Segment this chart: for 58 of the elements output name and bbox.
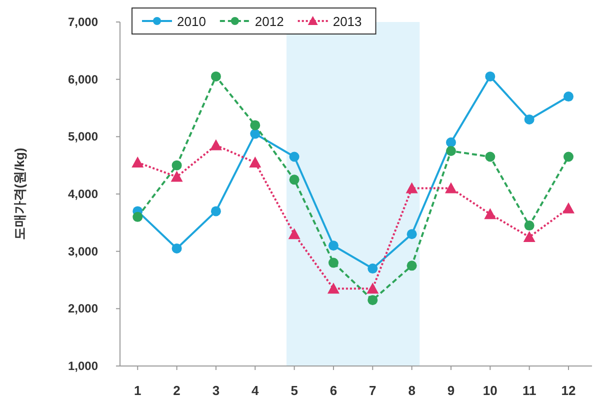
point — [406, 260, 417, 271]
y-tick-label: 7,000 — [68, 15, 98, 29]
x-tick-label: 11 — [522, 383, 536, 398]
x-tick-label: 10 — [482, 383, 498, 398]
point — [368, 264, 378, 274]
point — [289, 174, 300, 185]
point — [328, 240, 338, 251]
point — [564, 92, 574, 102]
point — [485, 152, 496, 162]
point — [524, 114, 534, 124]
x-tick-label: 8 — [408, 383, 416, 398]
point — [446, 137, 456, 148]
point — [406, 182, 418, 194]
point — [250, 128, 260, 139]
x-tick-label: 2 — [173, 383, 180, 398]
point — [210, 206, 221, 216]
x-tick-label: 12 — [561, 383, 576, 398]
x-tick-label: 3 — [212, 383, 220, 398]
point — [210, 71, 221, 82]
x-tick-label: 7 — [369, 383, 376, 398]
point — [366, 282, 379, 294]
point — [249, 156, 262, 168]
point — [446, 146, 456, 156]
y-tick-label: 5,000 — [68, 130, 98, 144]
legend-label: 2013 — [332, 14, 362, 29]
x-tick-label: 5 — [290, 383, 298, 398]
point — [170, 170, 183, 182]
x-tick-label: 4 — [252, 383, 260, 398]
y-axis-title: 도매가격(원/kg) — [12, 148, 27, 240]
x-tick-label: 9 — [447, 383, 455, 398]
point — [562, 202, 574, 214]
y-tick-label: 2,000 — [68, 302, 98, 316]
point — [368, 295, 378, 306]
point — [172, 160, 182, 170]
point — [132, 212, 143, 222]
point — [524, 220, 534, 231]
point — [485, 71, 496, 82]
point — [132, 156, 144, 168]
point — [444, 182, 457, 194]
point — [523, 231, 536, 242]
point — [288, 228, 300, 240]
x-tick-label: 1 — [134, 383, 142, 398]
point — [172, 243, 182, 254]
point — [250, 120, 260, 130]
x-tick-label: 6 — [330, 383, 338, 398]
point — [484, 208, 496, 220]
y-tick-label: 1,000 — [68, 359, 98, 373]
point — [210, 139, 222, 150]
y-tick-label: 3,000 — [68, 244, 98, 258]
point — [327, 282, 340, 294]
legend-label: 2012 — [254, 14, 284, 29]
point — [406, 229, 417, 240]
legend-label: 2010 — [177, 14, 206, 29]
y-tick-label: 6,000 — [68, 72, 98, 86]
point — [564, 152, 574, 162]
point — [289, 152, 300, 162]
y-tick-label: 4,000 — [68, 187, 98, 201]
point — [328, 258, 338, 268]
